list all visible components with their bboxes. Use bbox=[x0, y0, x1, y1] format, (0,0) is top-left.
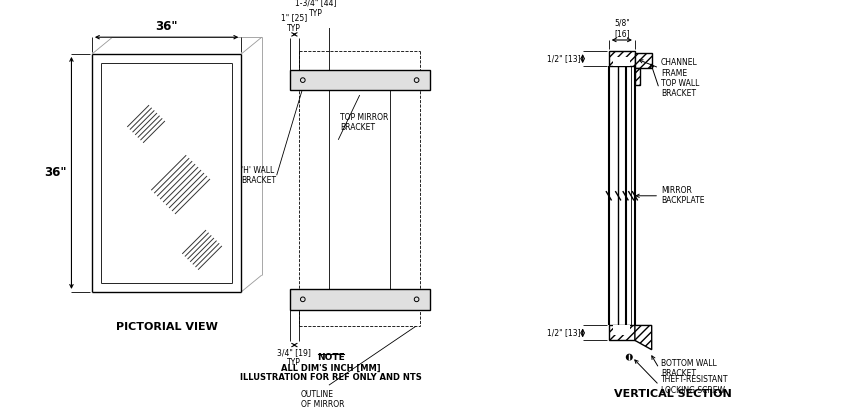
Text: NOTE: NOTE bbox=[317, 354, 344, 362]
Bar bbox=[290, 289, 429, 310]
Text: 1/2" [13]: 1/2" [13] bbox=[547, 54, 581, 63]
Text: PICTORIAL VIEW: PICTORIAL VIEW bbox=[116, 322, 218, 332]
Polygon shape bbox=[635, 325, 652, 350]
Text: ILLUSTRATION FOR REF ONLY AND NTS: ILLUSTRATION FOR REF ONLY AND NTS bbox=[240, 373, 422, 382]
Text: 'H' WALL
BRACKET: 'H' WALL BRACKET bbox=[241, 166, 276, 185]
Text: 3/4" [19]
TYP: 3/4" [19] TYP bbox=[277, 348, 311, 367]
Circle shape bbox=[626, 354, 632, 360]
Text: 1" [25]
TYP: 1" [25] TYP bbox=[281, 13, 308, 32]
Text: BOTTOM WALL
BRACKET: BOTTOM WALL BRACKET bbox=[661, 359, 717, 378]
Text: 36": 36" bbox=[44, 166, 67, 179]
Text: 36": 36" bbox=[156, 20, 178, 34]
Bar bbox=[609, 51, 635, 66]
Bar bbox=[635, 53, 652, 68]
Text: 1-3/4" [44]
TYP: 1-3/4" [44] TYP bbox=[295, 0, 337, 17]
Text: VERTICAL SECTION: VERTICAL SECTION bbox=[615, 389, 732, 400]
Text: TOP WALL
BRACKET: TOP WALL BRACKET bbox=[661, 79, 700, 98]
Text: MIRROR
BACKPLATE: MIRROR BACKPLATE bbox=[661, 186, 705, 205]
Text: 1/2" [13]: 1/2" [13] bbox=[547, 328, 581, 337]
Bar bbox=[614, 57, 630, 66]
Bar bbox=[614, 325, 630, 335]
Bar bbox=[609, 325, 635, 340]
Text: ALL DIM'S INCH [MM]: ALL DIM'S INCH [MM] bbox=[281, 364, 381, 373]
Bar bbox=[290, 70, 429, 90]
Text: TOP MIRROR
BRACKET: TOP MIRROR BRACKET bbox=[340, 113, 388, 132]
Bar bbox=[635, 68, 641, 85]
Text: CHANNEL
FRAME: CHANNEL FRAME bbox=[661, 58, 698, 78]
Text: THEFT-RESISTANT
LOCKING SCREW: THEFT-RESISTANT LOCKING SCREW bbox=[661, 376, 728, 395]
Text: 5/8"
[16]: 5/8" [16] bbox=[614, 19, 630, 38]
Text: OUTLINE
OF MIRROR: OUTLINE OF MIRROR bbox=[301, 390, 344, 409]
